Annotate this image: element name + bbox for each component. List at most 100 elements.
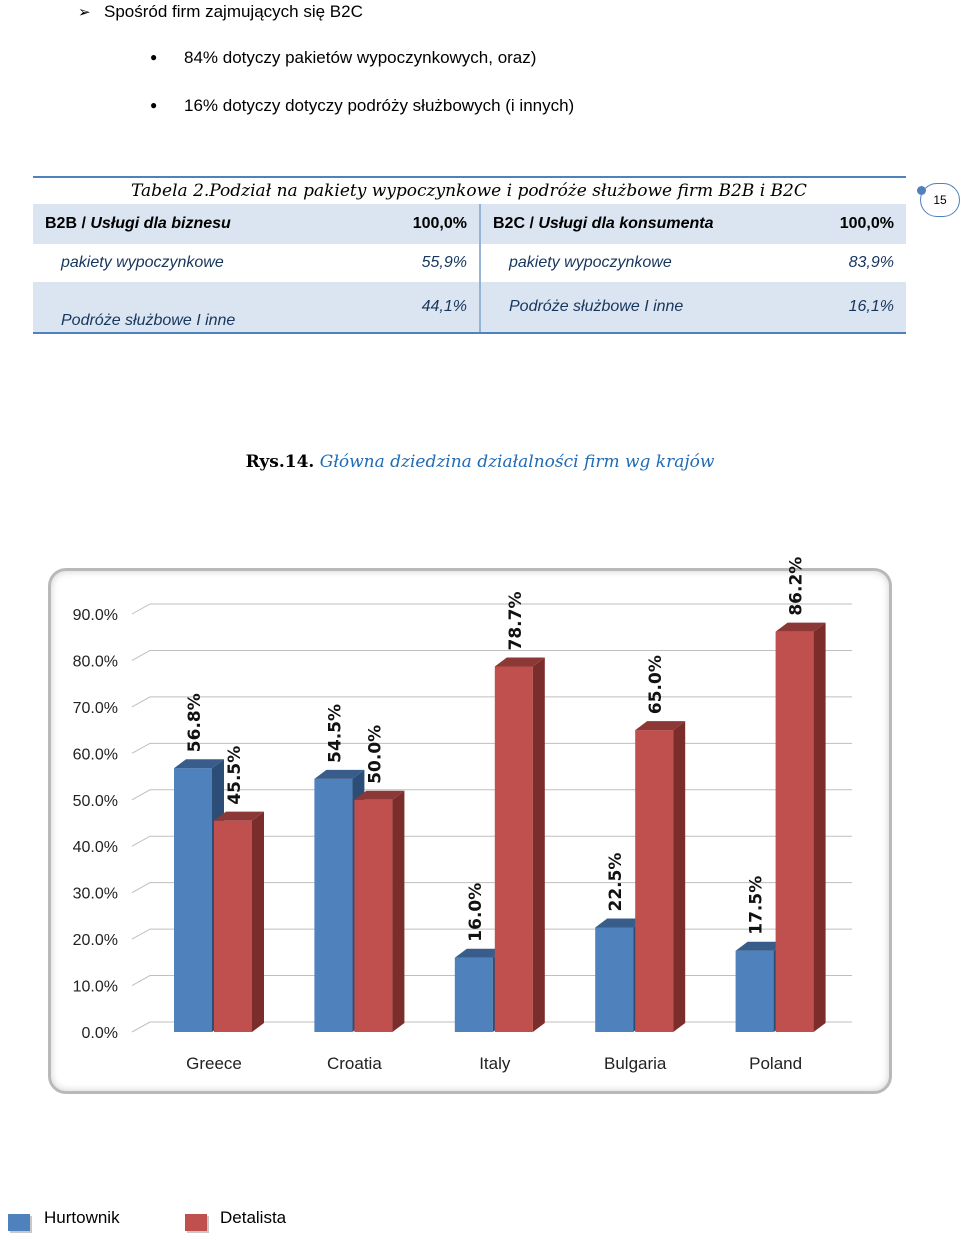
data-label: 65.0% xyxy=(646,655,666,714)
bar-side xyxy=(673,721,686,1032)
intro-bullet: ● 84% dotyczy pakietów wypoczynkowych, or… xyxy=(150,48,536,68)
bar-front xyxy=(214,820,252,1032)
gridline xyxy=(131,649,852,661)
y-tick-label: 80.0% xyxy=(73,653,118,670)
x-tick-label: Poland xyxy=(749,1054,802,1073)
x-tick-label: Croatia xyxy=(327,1054,382,1073)
bar-top xyxy=(735,941,786,951)
bar-side xyxy=(392,790,405,1032)
page-number: 15 xyxy=(933,193,947,207)
figure-caption-title: Główna dziedzina działalności firm wg kr… xyxy=(314,452,715,472)
b2b-header-cell: B2B / Usługi dla biznesu xyxy=(33,204,267,244)
y-tick-label: 30.0% xyxy=(73,886,118,903)
bar-front xyxy=(775,631,814,1032)
data-label: 17.5% xyxy=(747,876,767,935)
data-label: 50.0% xyxy=(365,725,385,784)
bar-top xyxy=(494,657,545,667)
data-label: 56.8% xyxy=(185,693,205,752)
chart-y-axis: 0.0% 10.0% 20.0% 30.0% 40.0% 50.0% 60.0% 70.0% 8… xyxy=(73,607,118,1042)
bar-detalista-italy xyxy=(494,657,545,1032)
figure-caption-prefix: Rys.14. xyxy=(245,452,315,472)
b2c-row-label: Podróże służbowe I inne xyxy=(480,282,735,334)
intro-heading: ➢ Spośród firm zajmujących się B2C xyxy=(78,2,363,22)
x-tick-label: Italy xyxy=(479,1054,511,1073)
bar-side xyxy=(252,811,264,1032)
y-tick-label: 90.0% xyxy=(73,607,118,624)
x-tick-label: Bulgaria xyxy=(604,1054,667,1073)
b2c-header-cell: B2C / Usługi dla konsumenta xyxy=(480,204,735,244)
intro-heading-text: Spośród firm zajmujących się B2C xyxy=(104,2,363,21)
bar-front xyxy=(454,957,493,1032)
bar-front xyxy=(174,768,212,1032)
gridline xyxy=(131,789,852,801)
bar-side xyxy=(532,657,545,1032)
b2b-total: 100,0% xyxy=(267,204,481,244)
b2c-label: Usługi dla konsumenta xyxy=(538,215,714,232)
b2c-row-label: pakiety wypoczynkowe xyxy=(509,254,672,271)
bar-top xyxy=(775,622,826,632)
y-tick-label: 50.0% xyxy=(73,793,118,810)
b2b-prefix: B2B / xyxy=(45,215,91,232)
intro-bullet-text: 16% dotyczy dotyczy podróży służbowych (… xyxy=(184,96,575,115)
chart-x-axis: Greece Croatia Italy Bulgaria Poland xyxy=(186,1054,802,1073)
bar-top xyxy=(354,790,405,800)
bar-top xyxy=(174,759,224,769)
gridline xyxy=(131,603,852,615)
bar-front xyxy=(635,730,674,1032)
arrow-bullet-icon: ➢ xyxy=(78,4,91,21)
intro-bullet: ● 16% dotyczy dotyczy podróży służbowych … xyxy=(150,96,574,116)
bullet-dot-icon: ● xyxy=(150,98,158,112)
b2b-row-value: 44,1% xyxy=(267,282,481,334)
bar-top xyxy=(214,811,264,821)
bar-top xyxy=(314,769,365,779)
data-label: 54.5% xyxy=(325,704,345,763)
bar-front xyxy=(595,927,634,1032)
b2c-row-value: 83,9% xyxy=(848,254,894,271)
legend-swatch-red xyxy=(185,1214,207,1231)
data-label: 16.0% xyxy=(466,883,486,942)
y-tick-label: 0.0% xyxy=(82,1025,118,1042)
table-row: pakiety wypoczynkowe 55,9% pakiety wypoc… xyxy=(33,244,906,282)
data-label: 45.5% xyxy=(225,746,245,805)
b2c-total: 100,0% xyxy=(735,204,906,244)
bar-detalista-croatia xyxy=(354,790,405,1032)
y-tick-label: 10.0% xyxy=(73,979,118,996)
bar-detalista-poland xyxy=(775,622,826,1032)
bar-detalista-bulgaria xyxy=(635,721,686,1032)
y-tick-label: 60.0% xyxy=(73,746,118,763)
bar-top xyxy=(454,948,505,958)
y-tick-label: 70.0% xyxy=(73,700,118,717)
figure-caption: Rys.14. Główna dziedzina działalności fi… xyxy=(0,452,960,472)
gridline xyxy=(131,882,852,894)
y-tick-label: 40.0% xyxy=(73,839,118,856)
legend-item-hurtownik: Hurtownik xyxy=(8,1208,120,1231)
x-tick-label: Greece xyxy=(186,1054,242,1073)
gridline xyxy=(131,742,852,754)
page-badge-knob-icon xyxy=(917,186,926,195)
legend-label: Hurtownik xyxy=(44,1208,120,1227)
chart-data-labels: 56.8% 45.5% 54.5% 50.0% 16.0% 78.7% 22.5% 65.0%… xyxy=(185,557,807,942)
intro-bullet-text: 84% dotyczy pakietów wypoczynkowych, ora… xyxy=(184,48,537,67)
gridline xyxy=(131,696,852,708)
bar-front xyxy=(735,950,774,1032)
split-table: Tabela 2.Podział na pakiety wypoczynkowe… xyxy=(33,176,906,334)
legend-label: Detalista xyxy=(220,1208,287,1227)
data-label: 22.5% xyxy=(606,853,626,912)
table-caption: Tabela 2.Podział na pakiety wypoczynkowe… xyxy=(131,181,807,201)
b2b-row-value: 55,9% xyxy=(267,244,481,282)
bullet-dot-icon: ● xyxy=(150,50,158,64)
bar-top xyxy=(595,918,646,928)
legend-item-detalista: Detalista xyxy=(185,1208,286,1231)
legend-swatch-blue xyxy=(8,1214,30,1231)
b2c-row-value: 16,1% xyxy=(735,282,906,334)
bar-side xyxy=(813,622,826,1032)
bar-front xyxy=(494,666,533,1032)
data-label: 78.7% xyxy=(506,591,526,650)
bar-detalista-greece xyxy=(214,811,264,1032)
b2c-prefix: B2C / xyxy=(493,215,539,232)
table-row: Podróże służbowe I inne 44,1% Podróże sł… xyxy=(33,282,906,334)
b2b-row-label: Podróże służbowe I inne xyxy=(33,282,267,334)
b2b-row-label: pakiety wypoczynkowe xyxy=(61,254,224,271)
bar-front xyxy=(314,778,353,1032)
